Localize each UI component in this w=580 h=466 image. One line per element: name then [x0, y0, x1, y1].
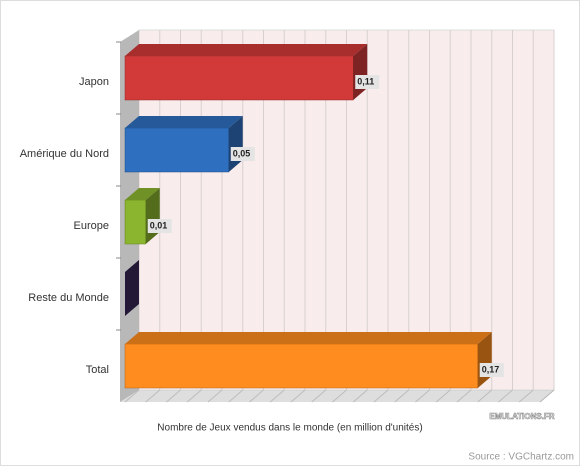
floor	[120, 390, 554, 402]
y-tick-label: Total	[86, 364, 109, 376]
value-label-bg	[147, 219, 172, 233]
bar-top	[125, 116, 243, 128]
bar	[124, 343, 478, 389]
x-axis-title: Nombre de Jeux vendus dans le monde (en …	[157, 423, 422, 434]
bar-top	[125, 332, 492, 344]
bar-side	[125, 260, 139, 316]
bar	[124, 199, 146, 245]
value-label: 0,01	[150, 220, 168, 230]
y-tick-label: Europe	[74, 220, 109, 232]
y-tick-label: Reste du Monde	[28, 292, 109, 304]
value-label: 0,05	[233, 148, 251, 158]
bar	[124, 127, 229, 173]
value-label: 0,11	[357, 76, 374, 86]
source: Source : VGChartz.com	[468, 452, 574, 463]
value-label-bg	[230, 147, 255, 161]
bar-top	[125, 188, 160, 200]
y-tick-label: Japon	[79, 76, 109, 88]
logo: EMULATIONS.FR	[489, 412, 554, 421]
bar-top	[125, 44, 368, 56]
y-tick-label: Amérique du Nord	[20, 148, 109, 160]
bar	[124, 55, 354, 101]
value-label-bg	[355, 75, 380, 89]
value-label-bg	[479, 363, 504, 377]
value-label: 0,17	[482, 364, 500, 374]
